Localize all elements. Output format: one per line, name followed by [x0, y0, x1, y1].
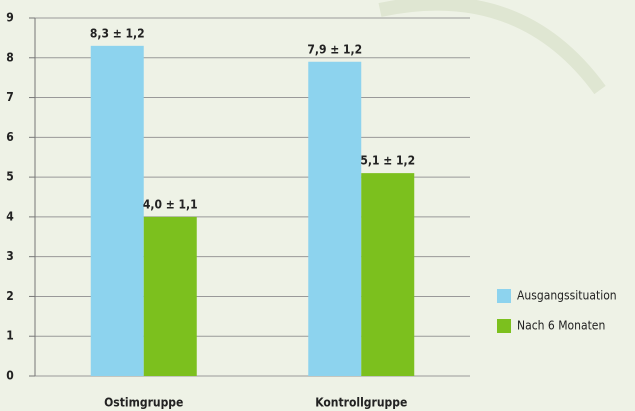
chart: 0 1 2 3 4 5 6 7 8 9 Ostimgruppe 8,3 ± 1,2 4,0 ± 1,1 K… [0, 0, 635, 411]
value-label: 5,1 ± 1,2 [360, 154, 415, 168]
y-tick-label: 1 [6, 329, 14, 343]
legend-label: Nach 6 Monaten [517, 319, 605, 333]
bar [91, 46, 144, 376]
y-tick-label: 5 [6, 170, 14, 184]
y-tick-label: 3 [6, 249, 14, 263]
value-label: 4,0 ± 1,1 [143, 197, 198, 211]
bar [144, 217, 197, 376]
x-tick-label: Kontrollgruppe [315, 396, 407, 410]
y-tick-label: 9 [6, 11, 14, 25]
y-tick-label: 0 [6, 369, 14, 383]
y-tick-label: 4 [6, 209, 14, 223]
value-label: 7,9 ± 1,2 [307, 42, 362, 56]
y-tick-label: 2 [6, 289, 14, 303]
y-tick-label: 7 [6, 90, 14, 104]
bar [308, 62, 361, 376]
y-tick-label: 8 [6, 50, 14, 64]
y-tick-label: 6 [6, 130, 14, 144]
bar [361, 173, 414, 376]
legend-label: Ausgangssituation [517, 289, 617, 303]
legend-swatch [497, 289, 511, 303]
legend-swatch [497, 319, 511, 333]
x-tick-label: Ostimgruppe [104, 396, 183, 410]
value-label: 8,3 ± 1,2 [90, 26, 145, 40]
